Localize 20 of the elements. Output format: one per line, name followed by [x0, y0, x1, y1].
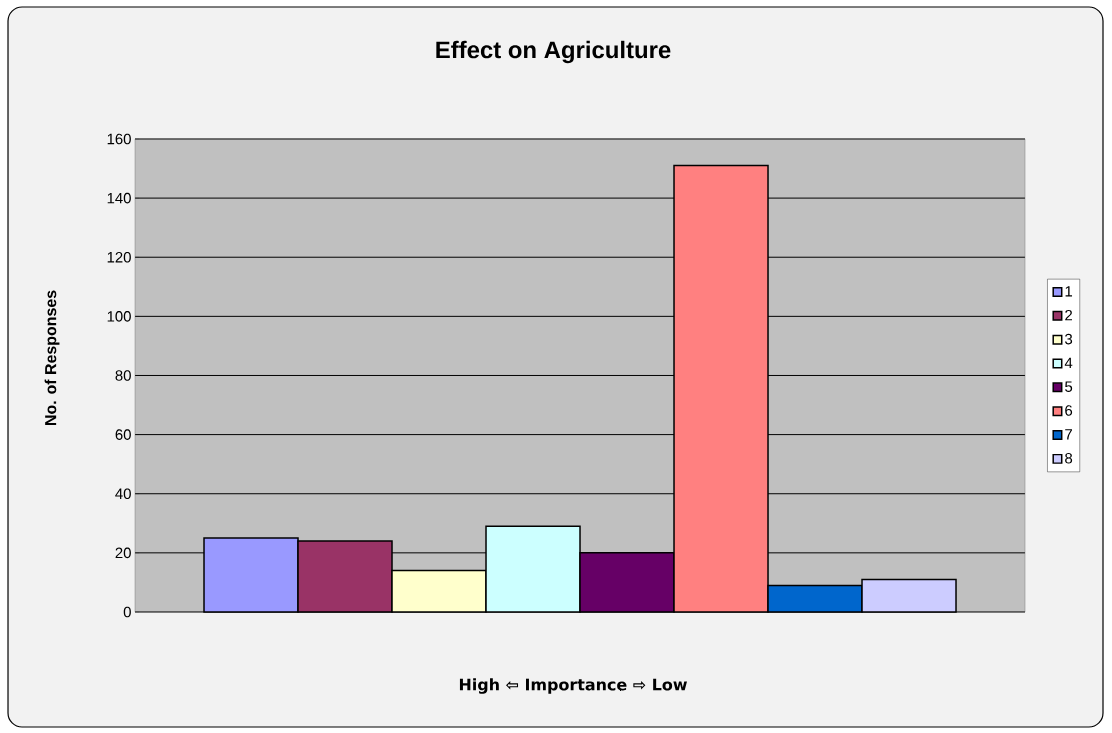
y-tick-label: 120: [107, 251, 131, 263]
y-tick-label: 100: [107, 311, 131, 322]
y-tick-label: 20: [115, 547, 131, 559]
legend-label: 1: [1065, 286, 1073, 297]
y-tick-label: 160: [107, 133, 131, 145]
y-tick-label: 60: [115, 429, 131, 440]
legend-label: 4: [1064, 357, 1073, 368]
legend-label: 8: [1065, 452, 1073, 464]
chart-title: Effect on Agriculture: [436, 40, 671, 64]
y-axis-title: No. of Responses: [44, 290, 60, 425]
legend-label: 7: [1065, 429, 1073, 440]
legend-label: 2: [1065, 309, 1073, 321]
legend-label: 3: [1065, 333, 1073, 345]
x-axis-title: High ⇦ Importance ⇨ Low: [459, 678, 687, 694]
y-tick-label: 0: [123, 606, 131, 618]
y-tick-label: 40: [115, 488, 131, 500]
legend-label: 6: [1065, 405, 1073, 416]
y-tick-label: 80: [115, 370, 131, 381]
y-tick-label: 140: [107, 192, 131, 204]
legend-label: 5: [1065, 381, 1073, 392]
